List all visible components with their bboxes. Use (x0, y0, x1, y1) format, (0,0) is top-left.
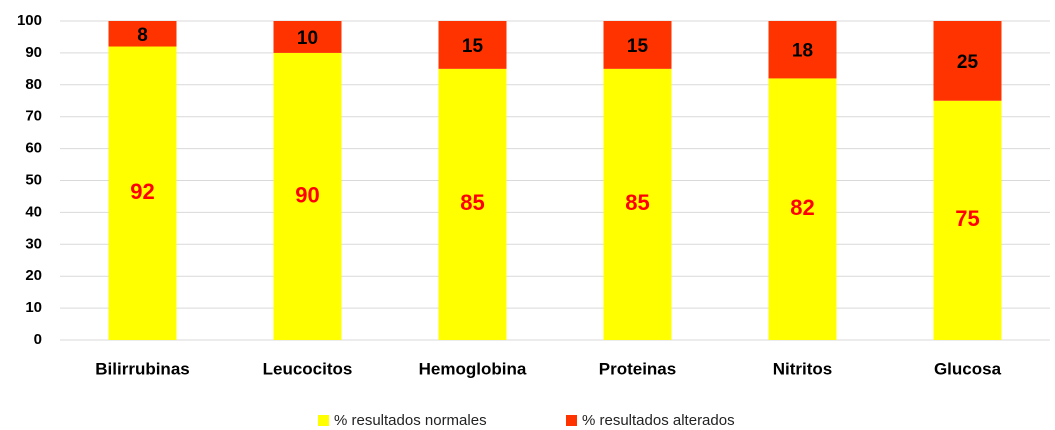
bar-segment (273, 52, 342, 341)
x-tick-label: Hemoglobina (419, 359, 527, 378)
data-label: 10 (297, 28, 318, 49)
data-label: 85 (625, 190, 649, 215)
bar-segment (603, 21, 672, 69)
data-label: 85 (460, 190, 484, 215)
legend-swatch (566, 415, 577, 426)
bar-segment (768, 21, 837, 79)
y-tick-label: 10 (25, 299, 42, 316)
bar-segment (273, 21, 342, 53)
legend-label: % resultados normales (334, 412, 487, 429)
y-tick-label: 0 (34, 331, 42, 348)
y-tick-label: 60 (25, 140, 42, 157)
data-label: 25 (957, 52, 979, 73)
bar-segment (108, 46, 177, 341)
y-tick-label: 80 (25, 76, 42, 93)
y-tick-label: 50 (25, 171, 42, 188)
y-tick-label: 90 (25, 44, 42, 61)
data-label: 75 (955, 206, 979, 231)
bar-segment (933, 21, 1002, 101)
bar-segment (603, 68, 672, 340)
y-tick-label: 40 (25, 203, 42, 220)
x-tick-label: Bilirrubinas (95, 359, 189, 378)
x-tick-label: Glucosa (934, 359, 1002, 378)
y-tick-label: 20 (25, 267, 42, 284)
bar-segment (768, 78, 837, 341)
bar-segment (933, 100, 1002, 340)
x-tick-label: Leucocitos (263, 359, 353, 378)
x-tick-label: Proteinas (599, 359, 676, 378)
bar-segment (438, 21, 507, 69)
bar-segment (438, 68, 507, 340)
data-label: 15 (627, 36, 649, 57)
data-label: 82 (790, 195, 814, 220)
y-tick-label: 100 (17, 12, 42, 29)
legend-swatch (318, 415, 329, 426)
x-tick-label: Nitritos (773, 359, 833, 378)
bar-segment (108, 21, 177, 47)
data-label: 92 (130, 179, 154, 204)
data-label: 18 (792, 41, 813, 62)
data-label: 90 (295, 182, 319, 207)
legend-label: % resultados alterados (582, 412, 735, 429)
y-tick-label: 30 (25, 235, 42, 252)
y-tick-label: 70 (25, 108, 42, 125)
data-label: 8 (137, 25, 148, 46)
data-label: 15 (462, 36, 484, 57)
